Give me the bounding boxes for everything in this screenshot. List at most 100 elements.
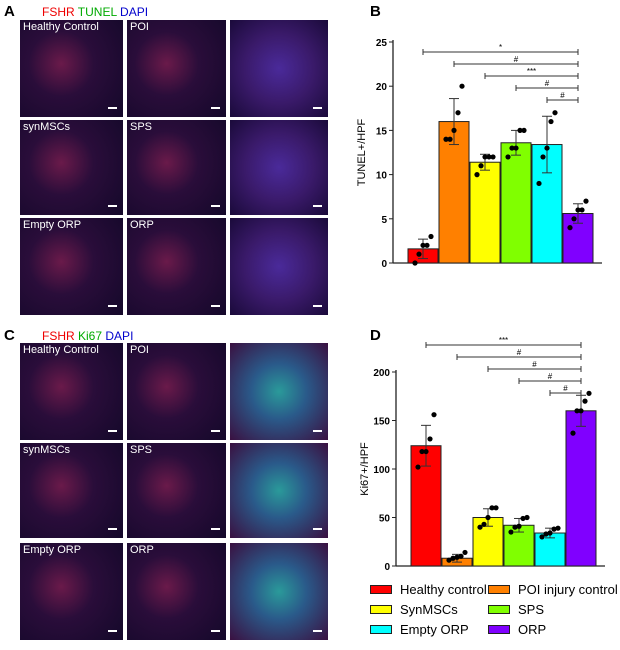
legend-item: Empty ORP [370, 622, 469, 637]
micrograph [230, 120, 328, 215]
micrograph: ORP [127, 543, 226, 640]
data-point [513, 145, 519, 151]
data-point [583, 198, 589, 204]
scale-bar [108, 107, 117, 109]
micrograph: Healthy Control [20, 343, 123, 440]
data-point [458, 553, 464, 559]
scale-bar [313, 107, 322, 109]
micrograph: Empty ORP [20, 218, 123, 315]
scale-bar [108, 630, 117, 632]
legend-swatch [488, 625, 510, 634]
data-point [493, 505, 499, 511]
panel-label-b: B [370, 3, 381, 20]
scale-bar [108, 430, 117, 432]
data-point [555, 525, 561, 531]
scale-bar [211, 528, 220, 530]
data-point [543, 531, 549, 537]
micrograph [230, 343, 328, 440]
micrograph-label: synMSCs [23, 444, 71, 456]
micrograph-label: Healthy Control [23, 21, 99, 33]
data-point [486, 154, 492, 160]
data-point [552, 110, 558, 116]
scale-bar [313, 630, 322, 632]
scale-bar [108, 528, 117, 530]
significance-label: * [499, 43, 502, 52]
data-point [474, 172, 480, 178]
data-point [582, 398, 588, 404]
data-point [454, 554, 460, 560]
data-point [455, 110, 461, 116]
scale-bar [313, 305, 322, 307]
data-point [489, 505, 495, 511]
micrograph: POI [127, 20, 226, 117]
data-point [450, 555, 456, 561]
micrograph: ORP [127, 218, 226, 315]
micrograph-label: Empty ORP [23, 544, 82, 556]
micrograph-label: ORP [130, 544, 154, 556]
data-point [516, 523, 522, 529]
micrograph: SPS [127, 443, 226, 538]
panel-label-c: C [4, 327, 15, 344]
data-point [431, 412, 437, 418]
micrograph [230, 443, 328, 538]
micrograph [230, 218, 328, 315]
data-point [571, 216, 577, 222]
y-axis-label: Ki67+/HPF [359, 442, 371, 496]
micrograph-label: POI [130, 344, 149, 356]
legend-label: Empty ORP [400, 622, 469, 637]
significance-label: # [517, 348, 522, 357]
data-point [567, 225, 573, 231]
data-point [509, 145, 515, 151]
data-point [539, 534, 545, 540]
data-point [524, 514, 530, 521]
data-point [485, 514, 491, 521]
data-point [424, 242, 430, 248]
scale-bar [313, 430, 322, 432]
bar [438, 121, 470, 264]
data-point [477, 524, 483, 530]
legend-label: Healthy control [400, 582, 487, 597]
data-point [544, 145, 550, 151]
data-point [451, 127, 457, 133]
y-tick-label: 0 [381, 259, 387, 270]
stain-fshr: FSHR [42, 5, 75, 19]
data-point [428, 233, 434, 240]
legend-swatch [488, 585, 510, 594]
data-point [459, 83, 465, 89]
data-point [443, 136, 449, 142]
legend-swatch [370, 605, 392, 614]
bar [469, 161, 501, 264]
scale-bar [211, 630, 220, 632]
stain-legend-a: FSHR TUNEL DAPI [42, 5, 148, 19]
y-tick-label: 20 [376, 82, 388, 93]
micrograph-label: Healthy Control [23, 344, 99, 356]
data-point [423, 448, 429, 455]
micrograph-label: SPS [130, 121, 153, 133]
data-point [478, 163, 484, 169]
y-tick-label: 5 [381, 215, 387, 226]
data-point [575, 207, 581, 213]
y-tick-label: 25 [376, 38, 388, 49]
data-point [520, 515, 526, 522]
legend-item: SynMSCs [370, 602, 458, 617]
data-point [505, 154, 511, 160]
legend-item: SPS [488, 602, 544, 617]
data-point [578, 408, 584, 414]
micrograph: synMSCs [20, 120, 123, 215]
data-point [536, 180, 542, 187]
stain-dapi: DAPI [120, 5, 149, 19]
y-tick-label: 150 [373, 417, 390, 428]
data-point [415, 464, 421, 470]
significance-label: # [548, 372, 553, 381]
data-point [548, 118, 554, 125]
data-point [420, 242, 426, 248]
data-point [481, 521, 487, 527]
legend-swatch [370, 625, 392, 634]
data-point [490, 154, 496, 160]
significance-label: # [514, 55, 519, 64]
legend-swatch [370, 585, 392, 594]
micrograph: SPS [127, 120, 226, 215]
micrograph: Empty ORP [20, 543, 123, 640]
legend-label: POI injury control [518, 582, 618, 597]
scale-bar [211, 430, 220, 432]
